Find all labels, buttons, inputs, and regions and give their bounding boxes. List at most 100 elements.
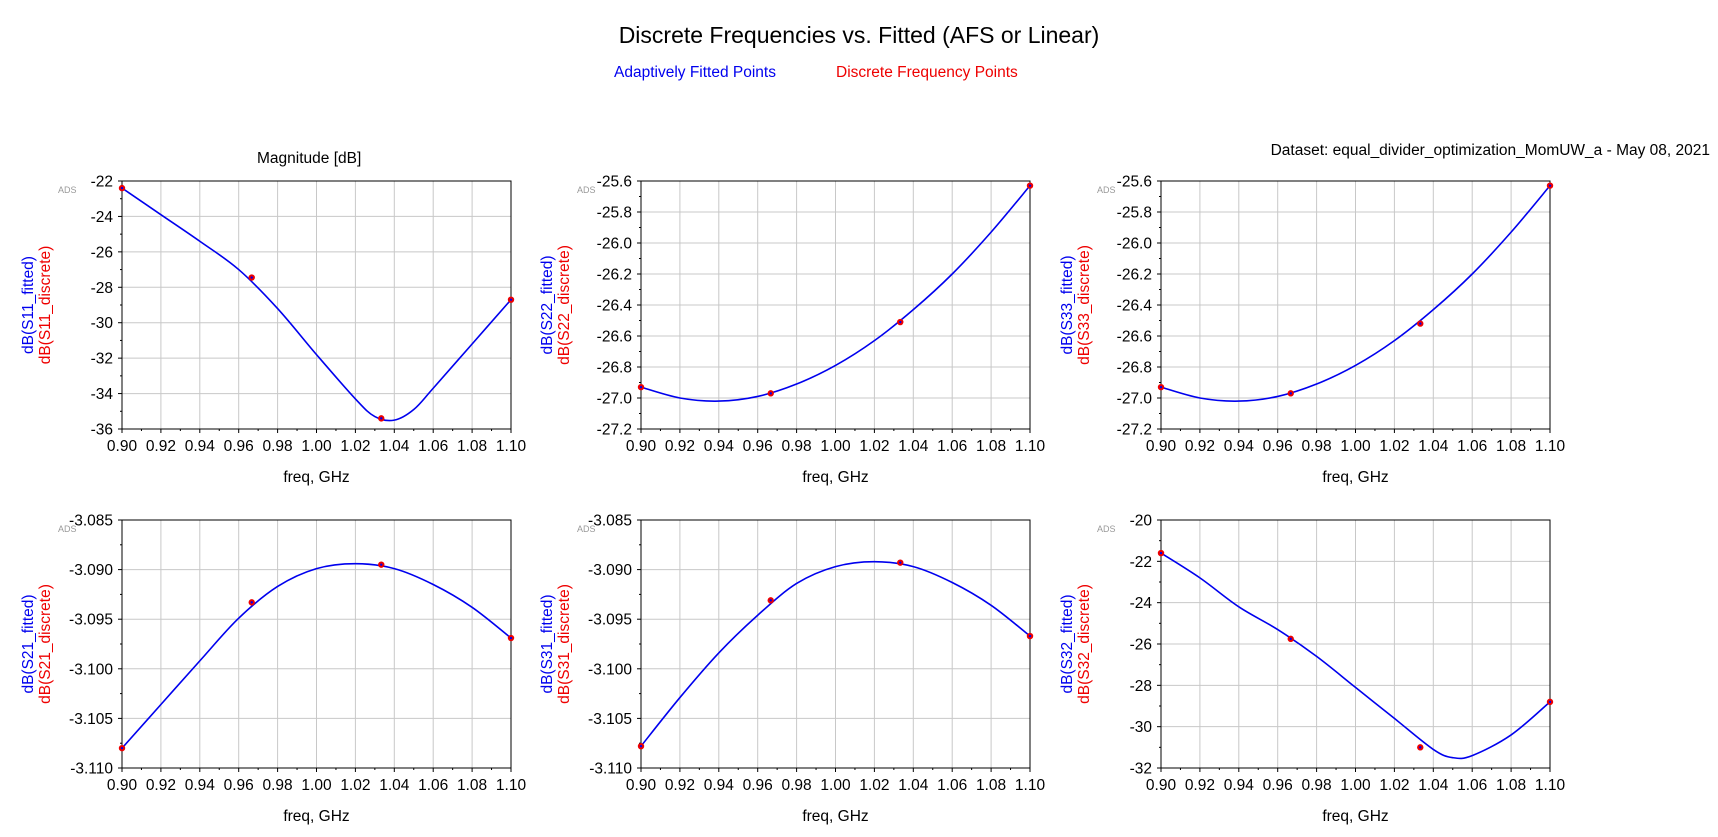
ads-tag: ADS [58,185,77,195]
tick-label-y: -36 [91,422,113,439]
legend-fitted: Adaptively Fitted Points [614,64,776,81]
tick-label-y: -26.2 [597,267,632,284]
tick-label-y: -28 [1130,678,1152,695]
tick-label-x: 1.00 [1340,438,1371,455]
tick-label-x: 1.08 [457,777,487,794]
tick-label-y: -3.105 [69,711,113,728]
tick-label-y: -3.085 [588,513,632,530]
point-fitted [120,186,124,190]
tick-label-y: -26.0 [1117,236,1153,253]
point-fitted [380,563,383,566]
y-axis-label-discrete: dB(S22_discrete) [556,245,573,365]
y-axis-label-fitted: dB(S32_fitted) [1059,594,1076,693]
tick-label-x: 1.04 [1418,438,1449,455]
chart-s22: 0.90 0.92 0.94 0.96 0.98 1.00 1.02 1.04 1.06 1.08… [539,174,1045,487]
point-fitted [899,320,902,324]
chart-title: Discrete Frequencies vs. Fitted (AFS or … [618,22,1100,48]
tick-label-y: -30 [91,315,114,332]
tick-label-x: 0.92 [1185,438,1215,455]
y-axis-label-discrete: dB(S32_discrete) [1076,584,1093,704]
tick-label-x: 1.10 [1015,438,1046,455]
point-fitted [639,385,643,389]
point-fitted [1289,392,1292,395]
tick-label-y: -3.090 [69,562,113,579]
point-fitted [250,276,253,279]
tick-label-y: -22 [91,174,113,191]
tick-label-x: 0.90 [626,777,657,794]
x-axis-label: freq, GHz [1322,469,1388,486]
tick-label-y: -20 [1130,513,1153,530]
tick-label-x: 1.08 [976,438,1006,455]
point-fitted [899,561,902,564]
y-axis-label-discrete: dB(S31_discrete) [556,584,573,704]
x-axis-label: freq, GHz [802,469,868,486]
tick-label-x: 0.98 [263,777,293,794]
y-axis-label-discrete: dB(S11_discrete) [37,246,54,365]
point-fitted [509,636,513,640]
tick-label-y: -3.095 [588,612,632,629]
tick-label-y: -26.8 [1117,360,1152,377]
tick-label-y: -3.090 [588,562,632,579]
tick-label-x: 0.98 [263,438,293,455]
tick-label-x: 1.04 [898,777,929,794]
y-axis-label-discrete: dB(S21_discrete) [37,584,54,704]
point-fitted [380,417,383,420]
tick-label-x: 1.02 [859,777,889,794]
tick-label-x: 0.96 [224,777,254,794]
tick-label-x: 1.06 [937,777,967,794]
point-fitted [250,601,253,604]
tick-label-x: 0.90 [626,438,657,455]
plot-frame [1160,180,1551,430]
tick-label-x: 0.98 [1302,438,1332,455]
dataset-label: Dataset: equal_divider_optimization_MomU… [1270,142,1710,159]
tick-label-x: 0.92 [1185,777,1215,794]
ads-tag: ADS [577,185,596,195]
x-axis-label: freq, GHz [802,808,868,825]
tick-label-y: -25.6 [597,174,632,191]
tick-label-y: -26.6 [597,329,632,346]
series-fitted-line [640,185,1031,402]
tick-label-y: -3.100 [69,661,113,678]
tick-label-y: -3.110 [70,761,113,778]
tick-label-x: 0.98 [782,777,812,794]
x-axis-label: freq, GHz [283,469,349,486]
point-fitted [1419,322,1422,325]
y-axis-label-fitted: dB(S33_fitted) [1059,255,1076,354]
tick-label-x: 1.04 [379,438,410,455]
tick-label-x: 0.98 [1302,777,1332,794]
tick-label-x: 1.02 [1379,777,1409,794]
tick-label-x: 0.96 [1263,438,1293,455]
tick-label-x: 0.96 [743,438,773,455]
tick-label-y: -27.0 [597,391,633,408]
point-fitted [639,744,643,748]
tick-label-x: 0.90 [107,438,138,455]
tick-label-x: 1.08 [976,777,1006,794]
tick-label-x: 1.10 [1535,777,1566,794]
tick-label-y: -26 [91,244,113,261]
tick-label-x: 0.92 [146,777,176,794]
series-fitted-line [1160,185,1551,402]
tick-label-x: 1.06 [1457,777,1487,794]
tick-label-x: 1.06 [418,438,448,455]
tick-label-x: 1.06 [1457,438,1487,455]
tick-label-x: 0.90 [1146,777,1177,794]
tick-label-y: -3.105 [588,711,632,728]
tick-label-x: 0.96 [224,438,254,455]
point-fitted [1028,634,1032,638]
tick-label-x: 0.98 [782,438,812,455]
x-axis-label: freq, GHz [1322,808,1388,825]
tick-label-x: 0.90 [1146,438,1177,455]
series-fitted-line [640,560,1031,747]
tick-label-y: -3.100 [588,661,632,678]
tick-label-x: 1.00 [1340,777,1371,794]
tick-label-y: -27.2 [1117,422,1152,439]
tick-label-x: 0.92 [665,777,695,794]
x-axis-label: freq, GHz [283,808,349,825]
tick-label-y: -26 [1130,637,1152,654]
tick-label-y: -26.0 [597,236,633,253]
ads-tag: ADS [58,524,77,534]
tick-label-x: 1.02 [340,777,370,794]
tick-label-x: 0.90 [107,777,138,794]
tick-label-y: -26.4 [1117,298,1153,315]
